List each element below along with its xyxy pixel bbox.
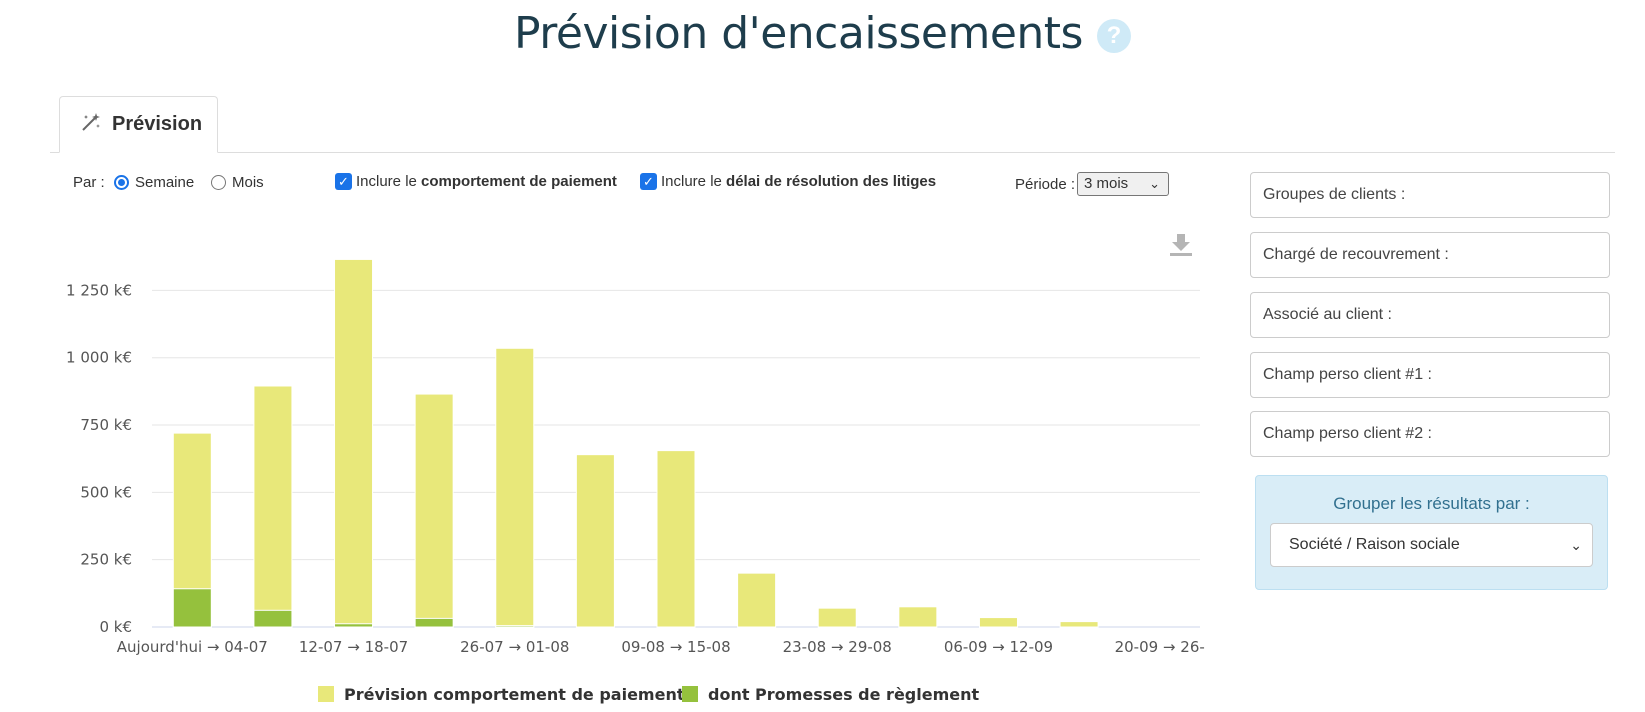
checkbox-comportement[interactable]: ✓ Inclure le comportement de paiement: [335, 173, 617, 190]
bar-prevision: [656, 450, 696, 628]
y-tick-label: 750 k€: [80, 416, 132, 434]
legend-label-prevision: Prévision comportement de paiement: [344, 685, 685, 704]
y-tick-label: 1 000 k€: [66, 349, 132, 367]
bar-promesses: [172, 588, 212, 628]
x-tick-label: 12-07 → 18-07: [299, 638, 408, 656]
checkbox-litiges-bold: délai de résolution des litiges: [726, 173, 937, 190]
x-tick-label: 23-08 → 29-08: [783, 638, 892, 656]
radio-mois[interactable]: Mois: [211, 174, 264, 191]
filter-charge-recouvrement[interactable]: Chargé de recouvrement :: [1250, 232, 1610, 278]
bar-promesses: [495, 625, 535, 628]
radio-mois-indicator[interactable]: [211, 175, 226, 190]
x-tick-label: 20-09 → 26-: [1115, 638, 1205, 656]
grouping-title: Grouper les résultats par :: [1333, 494, 1530, 513]
filter-associe-client[interactable]: Associé au client :: [1250, 292, 1610, 338]
chart-bars: [172, 258, 1099, 628]
title-bar: Prévision d'encaissements?: [0, 8, 1645, 59]
grouping-panel: Grouper les résultats par : Société / Ra…: [1255, 475, 1608, 590]
checkbox-litiges-prefix: Inclure le: [661, 173, 727, 190]
bar-prevision: [414, 393, 454, 628]
tab-divider: [50, 152, 1615, 153]
bar-prevision: [334, 258, 374, 628]
radio-semaine-label: Semaine: [135, 174, 195, 191]
tab-prevision[interactable]: Prévision: [59, 96, 218, 153]
bar-prevision: [253, 385, 293, 628]
bar-promesses: [414, 617, 454, 628]
periode-select-box[interactable]: 3 mois ⌄: [1077, 172, 1169, 196]
x-tick-label: 26-07 → 01-08: [460, 638, 569, 656]
checkbox-litiges[interactable]: ✓ Inclure le délai de résolution des lit…: [640, 173, 936, 190]
x-tick-label: Aujourd'hui → 04-07: [117, 638, 268, 656]
forecast-chart: 0 k€ 250 k€ 500 k€ 750 k€ 1 000 k€ 1 250 k€ A…: [66, 258, 1205, 704]
checkbox-comportement-prefix: Inclure le: [356, 173, 422, 190]
checkbox-comportement-bold: comportement de paiement: [421, 173, 617, 190]
chevron-down-icon: ⌄: [1570, 537, 1582, 553]
x-tick-label: 06-09 → 12-09: [944, 638, 1053, 656]
periode-select-value: 3 mois: [1084, 175, 1129, 192]
bar-promesses: [253, 609, 293, 628]
legend-swatch-promesses: [682, 686, 698, 702]
bar-promesses: [334, 623, 374, 628]
periode-select[interactable]: 3 mois ⌄: [1077, 172, 1169, 196]
grouping-select-value: Société / Raison sociale: [1289, 536, 1460, 553]
y-tick-label: 1 250 k€: [66, 281, 132, 299]
checkbox-comportement-box[interactable]: ✓: [335, 173, 352, 190]
x-axis-ticks: Aujourd'hui → 04-07 12-07 → 18-07 26-07 → …: [117, 638, 1205, 656]
bar-prevision: [898, 606, 938, 628]
magic-wand-icon: [80, 111, 102, 139]
bar-prevision: [737, 572, 777, 628]
bar-prevision: [575, 454, 615, 628]
legend-swatch-prevision: [318, 686, 334, 702]
bar-prevision: [817, 607, 857, 628]
y-tick-label: 500 k€: [80, 483, 132, 501]
grouping-select[interactable]: Société / Raison sociale ⌄: [1270, 523, 1593, 567]
bar-prevision: [495, 347, 535, 628]
par-label: Par :: [73, 174, 105, 191]
radio-mois-label: Mois: [232, 174, 264, 191]
chart-legend: Prévision comportement de paiement dont P…: [318, 685, 980, 704]
y-axis-ticks: 0 k€ 250 k€ 500 k€ 750 k€ 1 000 k€ 1 250 k€: [66, 281, 132, 636]
x-tick-label: 09-08 → 15-08: [621, 638, 730, 656]
periode-label: Période :: [1015, 176, 1076, 193]
radio-semaine[interactable]: Semaine: [114, 174, 194, 191]
help-icon[interactable]: ?: [1096, 18, 1131, 53]
tab-label: Prévision: [112, 113, 203, 135]
checkbox-litiges-box[interactable]: ✓: [640, 173, 657, 190]
chevron-down-icon: ⌄: [1149, 176, 1160, 191]
filter-groupes-clients[interactable]: Groupes de clients :: [1250, 172, 1610, 218]
y-tick-label: 250 k€: [80, 551, 132, 569]
filter-champ-perso-2[interactable]: Champ perso client #2 :: [1250, 411, 1610, 457]
filter-champ-perso-1[interactable]: Champ perso client #1 :: [1250, 352, 1610, 398]
page-title: Prévision d'encaissements: [514, 8, 1083, 59]
radio-semaine-indicator[interactable]: [114, 175, 129, 190]
bar-prevision: [978, 617, 1018, 628]
download-icon[interactable]: [1168, 232, 1194, 263]
y-tick-label: 0 k€: [99, 618, 132, 636]
legend-label-promesses: dont Promesses de règlement: [708, 685, 980, 704]
bar-prevision: [1059, 621, 1099, 628]
